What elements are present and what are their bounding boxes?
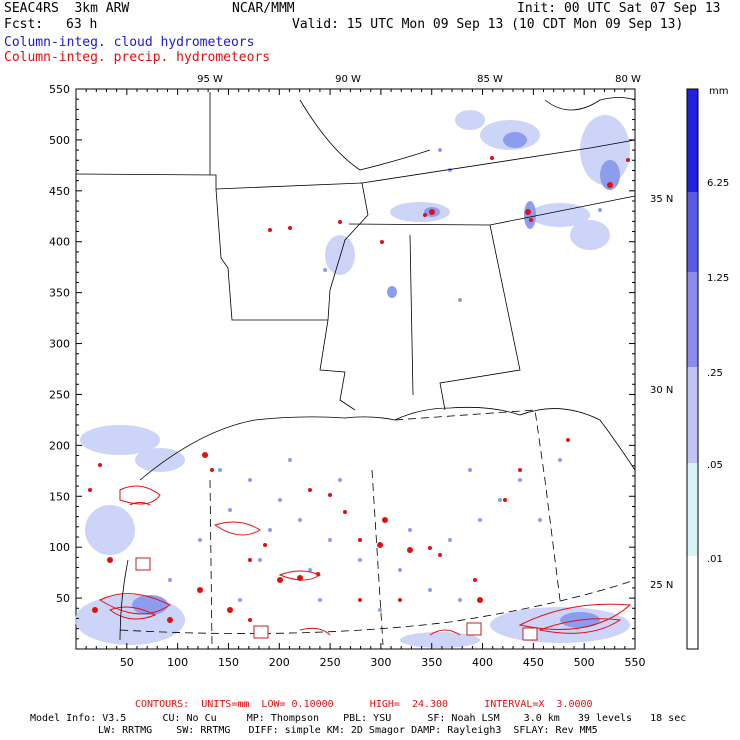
valid-time: Valid: 15 UTC Mon 09 Sep 13 (10 CDT Mon … <box>292 17 684 32</box>
y-tick-label: 550 <box>49 83 70 96</box>
colorbar-label-6.25: 6.25 <box>707 178 729 189</box>
lon-label-85w: 85 W <box>477 74 503 85</box>
lat-label-25n: 25 N <box>650 580 673 591</box>
geographic-borders <box>75 92 636 641</box>
x-tick-label: 100 <box>167 656 188 669</box>
lon-label-80w: 80 W <box>615 74 641 85</box>
map-content <box>75 92 636 648</box>
colorbar-label-0.25: .25 <box>707 368 723 379</box>
y-tick-label: 450 <box>49 185 70 198</box>
forecast-hour: 63 h <box>66 17 98 32</box>
colorbar: mm 6.25 1.25 .25 .05 .01 <box>686 86 729 650</box>
y-tick-label: 200 <box>49 439 70 452</box>
y-tick-label: 150 <box>49 490 70 503</box>
lat-label-35n: 35 N <box>650 194 673 205</box>
colorbar-label-0.01: .01 <box>707 554 723 565</box>
x-tick-label: 400 <box>472 656 493 669</box>
colorbar-segment-3 <box>687 272 698 367</box>
lat-label-30n: 30 N <box>650 385 673 396</box>
precip-dots <box>88 156 630 623</box>
contour-label-boxes <box>135 557 538 641</box>
colorbar-label-0.05: .05 <box>707 460 723 471</box>
model-name: SEAC4RS 3km ARW <box>4 1 130 16</box>
plot-frame <box>75 88 636 650</box>
init-time: Init: 00 UTC Sat 07 Sep 13 <box>517 1 721 16</box>
colorbar-unit: mm <box>709 86 728 97</box>
x-tick-label: 450 <box>523 656 544 669</box>
colorbar-segment-1 <box>687 89 698 192</box>
lon-label-95w: 95 W <box>197 74 223 85</box>
model-info-line1: Model Info: V3.5 CU: No Cu MP: Thompson … <box>30 713 687 724</box>
dashed-boundaries <box>119 409 636 646</box>
field-precip-title: Column-integ. precip. hydrometeors <box>4 50 271 65</box>
y-tick-label: 350 <box>49 287 70 300</box>
colorbar-segment-4 <box>687 367 698 463</box>
y-tick-labels: 50 100 150 200 250 300 350 400 450 500 550 <box>49 83 70 605</box>
colorbar-segment-5 <box>687 463 698 556</box>
lon-label-90w: 90 W <box>335 74 361 85</box>
x-tick-label: 150 <box>218 656 239 669</box>
x-tick-label: 300 <box>370 656 391 669</box>
precip-contours <box>98 485 632 636</box>
colorbar-segment-6 <box>687 556 698 649</box>
y-tick-label: 250 <box>49 388 70 401</box>
field-cloud-title: Column-integ. cloud hydrometeors <box>4 35 255 50</box>
model-info-line2: LW: RRTMG SW: RRTMG DIFF: simple KM: 2D … <box>98 725 598 736</box>
colorbar-label-1.25: 1.25 <box>707 273 729 284</box>
y-tick-label: 50 <box>56 592 70 605</box>
y-tick-label: 400 <box>49 236 70 249</box>
colorbar-frame <box>686 88 699 650</box>
x-tick-labels: 50 100 150 200 250 300 350 400 450 500 550 <box>120 656 646 669</box>
organization: NCAR/MMM <box>232 1 295 16</box>
x-tick-label: 350 <box>421 656 442 669</box>
x-tick-label: 200 <box>269 656 290 669</box>
x-tick-label: 550 <box>625 656 646 669</box>
x-tick-label: 500 <box>574 656 595 669</box>
y-tick-label: 100 <box>49 541 70 554</box>
colorbar-segment-2 <box>687 192 698 272</box>
forecast-label: Fcst: <box>4 17 44 32</box>
y-tick-label: 500 <box>49 134 70 147</box>
axis-ticks <box>76 88 636 649</box>
x-tick-label: 250 <box>320 656 341 669</box>
contour-info: CONTOURS: UNITS=mm LOW= 0.10000 HIGH= 24… <box>135 699 593 710</box>
y-tick-label: 300 <box>49 338 70 351</box>
x-tick-label: 50 <box>120 656 134 669</box>
